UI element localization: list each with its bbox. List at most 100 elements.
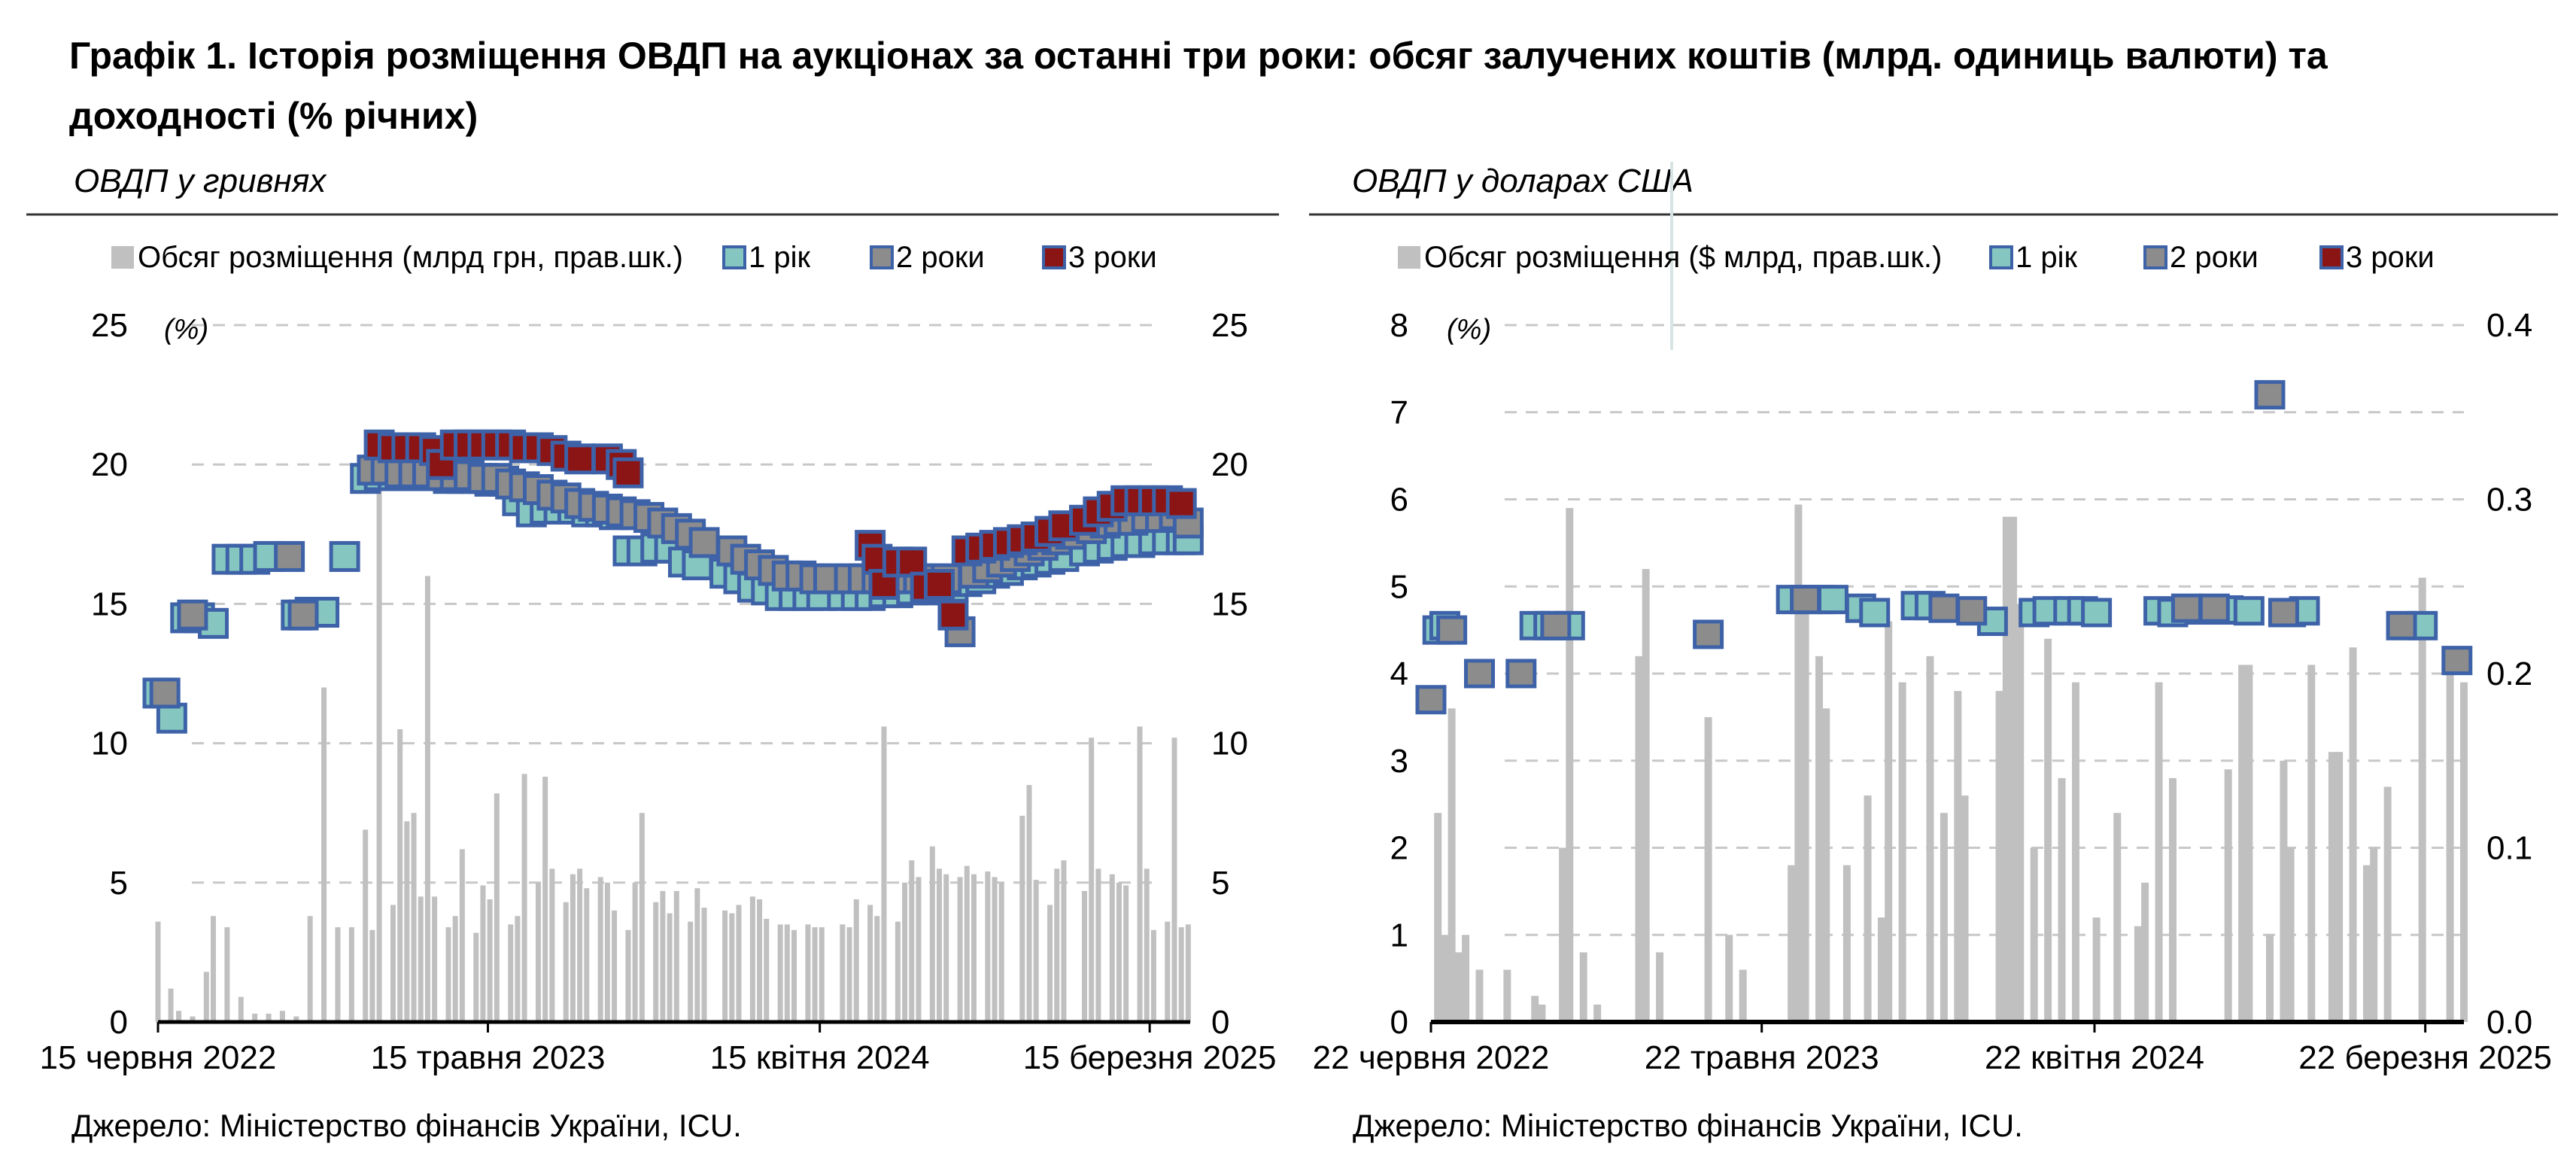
volume-bar	[1801, 586, 1809, 1022]
x-tick-label: 22 травня 2023	[1645, 1039, 1879, 1076]
volume-bar	[2335, 752, 2344, 1022]
y-right-tick-label: 0.2	[2486, 655, 2532, 692]
y-right-tick-label: 10	[1211, 725, 1248, 762]
volume-bar	[1739, 969, 1747, 1022]
volume-bar	[1095, 868, 1101, 1022]
volume-bar	[535, 882, 541, 1022]
volume-bar	[895, 921, 901, 1022]
volume-bar	[909, 860, 915, 1022]
volume-bar	[1033, 880, 1039, 1022]
yield-marker-2	[2254, 380, 2286, 410]
y-left-tick-label: 15	[91, 586, 128, 622]
volume-bar	[881, 726, 887, 1022]
volume-bar	[494, 793, 500, 1022]
volume-bar	[2280, 760, 2288, 1022]
y-left-tick-label: 1	[1390, 917, 1408, 954]
volume-bar	[2058, 777, 2066, 1022]
y-left-ticks-uah: 0 5 10 15 20 25	[91, 307, 128, 1041]
volume-bar	[985, 871, 991, 1022]
volume-bar	[1885, 621, 1893, 1022]
y-right-tick-label: 0	[1211, 1004, 1229, 1041]
y-right-ticks-usd: 0.0 0.1 0.2 0.3 0.4	[2486, 307, 2532, 1041]
volume-bar	[2224, 769, 2232, 1022]
y-left-tick-label: 0	[1390, 1004, 1408, 1041]
volume-bar	[335, 927, 341, 1022]
yield-marker-1	[1859, 598, 1891, 628]
y-right-tick-label: 25	[1211, 307, 1248, 344]
volume-bar	[1995, 691, 2003, 1022]
yield-marker-2	[1928, 593, 1960, 623]
volume-bar	[363, 829, 369, 1022]
volume-bar	[943, 874, 949, 1022]
volume-bar	[1165, 921, 1171, 1022]
volume-bar	[2362, 865, 2371, 1022]
volume-bar	[867, 905, 873, 1022]
volume-bar	[604, 882, 610, 1022]
yield-marker-2	[1436, 615, 1468, 645]
volume-bar	[1926, 655, 1934, 1022]
volume-bar	[853, 899, 859, 1022]
volume-bar	[1704, 716, 1712, 1022]
legend-swatch-2y	[2143, 245, 2167, 269]
volume-bar	[1144, 868, 1150, 1022]
volume-bar	[2044, 638, 2052, 1022]
volume-bar	[168, 988, 174, 1022]
volume-bar	[2141, 882, 2149, 1022]
volume-bar	[2071, 682, 2079, 1022]
yield-marker-2	[1464, 659, 1496, 689]
yield-marker-2	[1956, 596, 1988, 626]
volume-bar	[2009, 516, 2018, 1022]
volume-bar	[2460, 682, 2468, 1022]
x-tick-label: 15 квітня 2024	[710, 1039, 930, 1076]
volume-bar	[971, 874, 977, 1022]
yield-marker-3	[924, 568, 955, 600]
volume-bar	[404, 821, 410, 1022]
volume-bar	[1171, 738, 1177, 1022]
volume-bar	[2349, 647, 2357, 1022]
volume-bar	[992, 877, 998, 1022]
volume-bar	[390, 905, 396, 1022]
x-ticks-usd: 22 червня 2022 22 травня 2023 22 квітня 20…	[1313, 1022, 2552, 1076]
yield-marker-2	[2386, 610, 2417, 640]
volume-bar	[369, 929, 375, 1022]
volume-bar	[1725, 935, 1733, 1022]
volume-bar	[1475, 969, 1484, 1022]
panel-uah: ОВДП у гривнях Обсяг розміщення (млрд гр…	[26, 163, 1279, 1076]
volume-bar	[397, 729, 403, 1022]
y-left-tick-label: 25	[91, 307, 128, 344]
volume-bar	[1447, 708, 1456, 1022]
legend-swatch-3y	[1042, 245, 1066, 269]
volume-bar	[819, 927, 825, 1022]
volume-bar	[584, 888, 590, 1022]
yield-marker-2	[1693, 619, 1724, 649]
yield-marker-2	[287, 599, 319, 631]
yield-marker-3	[564, 443, 596, 475]
volume-bar	[2030, 847, 2038, 1022]
unit-label-usd: (%)	[1447, 314, 1491, 345]
volume-bar	[252, 1013, 258, 1022]
volume-bar	[784, 924, 790, 1022]
yield-marker-2	[2268, 598, 2299, 628]
volume-bar	[445, 927, 451, 1022]
volume-bar	[1566, 508, 1574, 1022]
legend-uah: Обсяг розміщення (млрд грн, прав.шк.) 1 …	[111, 241, 1157, 274]
volume-bar	[1454, 952, 1463, 1022]
volume-bar	[321, 687, 327, 1022]
yield-marker-3	[612, 457, 644, 488]
yield-marker-2	[2198, 593, 2230, 623]
yield-marker-1	[156, 702, 187, 734]
volume-bar	[660, 890, 666, 1022]
yield-marker-2	[1790, 585, 1821, 615]
volume-bar	[998, 882, 1004, 1022]
yield-marker-2	[1540, 610, 1572, 640]
volume-bar	[749, 896, 755, 1022]
volume-bar	[1642, 569, 1650, 1022]
chart-main-title: Графік 1. Історія розміщення ОВДП на аук…	[69, 35, 2328, 137]
legend-label-2y: 2 роки	[2170, 241, 2259, 274]
volume-bar	[2446, 674, 2454, 1022]
volume-bar	[673, 890, 679, 1022]
legend-label-3y: 3 роки	[2346, 241, 2435, 274]
volume-bar	[639, 813, 645, 1022]
volume-bar	[1054, 868, 1060, 1022]
yield-marker-3	[937, 599, 969, 631]
